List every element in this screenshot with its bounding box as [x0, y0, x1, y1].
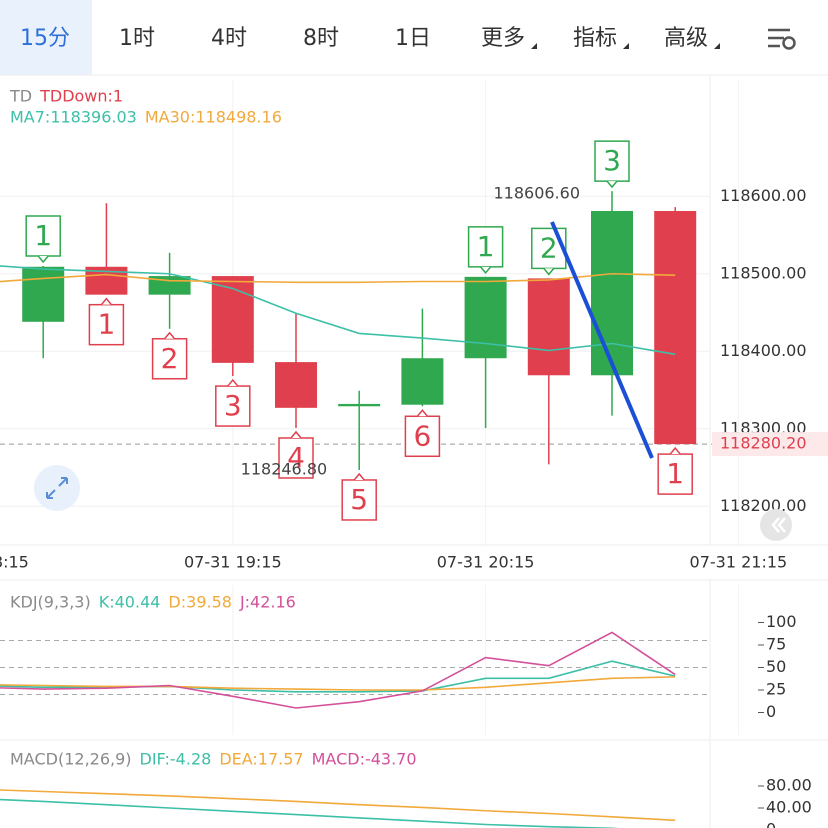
indicator-line: [0, 798, 620, 828]
td-count-pointer: [480, 266, 492, 275]
high-price-label: 118606.60: [493, 184, 580, 203]
indicator-label: J:42.16: [239, 593, 296, 612]
td-count-box: [88, 303, 125, 346]
tab[interactable]: 1日: [395, 26, 431, 51]
time-axis-bg: [0, 545, 828, 580]
indicator-line: [0, 676, 676, 691]
drawn-trend-line: [550, 221, 654, 459]
tab[interactable]: 1时: [119, 26, 155, 51]
x-tick-label: 07-31 19:15: [184, 553, 282, 572]
y-tick-label: 0: [766, 820, 776, 828]
candle-body: [338, 403, 381, 407]
indicator-line: [0, 789, 676, 822]
y-tick-label: 25: [766, 680, 786, 699]
td-count-pointer: [227, 378, 239, 387]
y-tick-label: 118500.00: [720, 263, 807, 282]
td-count: 5: [350, 483, 368, 516]
indicator-line: [0, 631, 676, 709]
td-count-box: [215, 385, 251, 427]
td-count: 3: [603, 144, 621, 177]
tab[interactable]: 4时: [211, 26, 247, 51]
candle-body: [22, 266, 65, 322]
td-count-pointer: [37, 255, 49, 264]
settings-icon[interactable]: [768, 28, 796, 50]
td-count-pointer: [606, 180, 618, 189]
td-count-pointer: [164, 331, 176, 340]
dropdown-arrow: [714, 43, 720, 49]
candle-body: [527, 278, 570, 376]
indicator-line: [0, 265, 676, 356]
tab[interactable]: 15分: [20, 26, 70, 51]
scroll-back-button[interactable]: [760, 509, 792, 541]
td-count: 3: [224, 389, 242, 422]
indicator-label: MA30:118498.16: [145, 108, 282, 127]
indicator-label: MACD:-43.70: [312, 750, 417, 769]
td-count-pointer: [290, 430, 302, 439]
last-price-label: 118280.20: [720, 434, 807, 453]
td-count: 2: [540, 231, 558, 264]
td-count: 1: [34, 219, 52, 252]
td-count-box: [25, 215, 61, 257]
x-tick-label: 07-31 21:15: [690, 553, 788, 572]
td-count-pointer: [543, 267, 555, 276]
y-tick-label: 118600.00: [720, 186, 807, 205]
td-count-pointer: [100, 297, 112, 306]
indicator-label: K:40.44: [99, 593, 161, 612]
td-count-pointer: [669, 446, 681, 455]
y-tick-label: 118200.00: [720, 496, 807, 515]
tab[interactable]: 指标: [573, 26, 617, 51]
chart-layer: 15分 1时 4时 8时 1日 更多 指标 高级 07-31 18:15 07-31 19:15 0…: [0, 26, 828, 828]
active-tab-bg: [0, 0, 92, 75]
candle-body: [211, 276, 254, 363]
td-count-box: [531, 227, 567, 270]
indicator-label: D:39.58: [168, 593, 232, 612]
tab-bar: [0, 0, 828, 75]
candle-body: [591, 210, 633, 376]
indicator-line: [0, 272, 676, 284]
td-count: 1: [97, 308, 115, 341]
indicator-label: KDJ(9,3,3): [10, 593, 91, 612]
dropdown-arrow: [531, 43, 537, 49]
y-tick-label: 50: [766, 657, 786, 676]
last-price-tag: [712, 432, 828, 457]
dropdown-arrow: [623, 43, 629, 49]
y-tick-label: 118400.00: [720, 341, 807, 360]
indicator-label: MACD(12,26,9): [10, 750, 132, 769]
x-tick-label: 07-31 18:15: [0, 553, 29, 572]
y-tick-label: 80.00: [766, 776, 812, 795]
td-count-pointer: [353, 472, 365, 481]
candle-body: [401, 358, 444, 405]
tab[interactable]: 高级: [664, 26, 708, 51]
td-count: 1: [477, 230, 495, 263]
td-count-pointer: [416, 409, 428, 417]
x-tick-label: 07-31 20:15: [437, 553, 535, 572]
td-count: 1: [666, 457, 684, 490]
indicator-label: TD: [9, 87, 32, 106]
candle-body: [654, 210, 697, 445]
low-price-label: 118246.80: [241, 459, 328, 478]
y-tick-label: 40.00: [766, 798, 812, 817]
td-count-box: [151, 338, 188, 380]
candle-body: [275, 362, 317, 408]
candle-body: [464, 276, 507, 359]
td-count: 2: [161, 342, 179, 375]
td-count-box: [341, 479, 377, 521]
td-count: 4: [287, 441, 305, 474]
indicator-label: TDDown:1: [39, 87, 123, 106]
y-tick-label: 75: [766, 635, 786, 654]
y-tick-label: 0: [766, 702, 776, 721]
y-tick-label: 100: [766, 612, 797, 631]
indicator-label: DEA:17.57: [219, 750, 303, 769]
td-count: 6: [413, 419, 431, 452]
expand-button[interactable]: [34, 465, 80, 511]
tab[interactable]: 8时: [303, 26, 339, 51]
indicator-label: MA7:118396.03: [10, 108, 137, 127]
indicator-label: DIF:-4.28: [140, 750, 212, 769]
td-count-box: [404, 415, 441, 458]
tab[interactable]: 更多: [481, 26, 525, 51]
indicator-line: [0, 660, 676, 693]
